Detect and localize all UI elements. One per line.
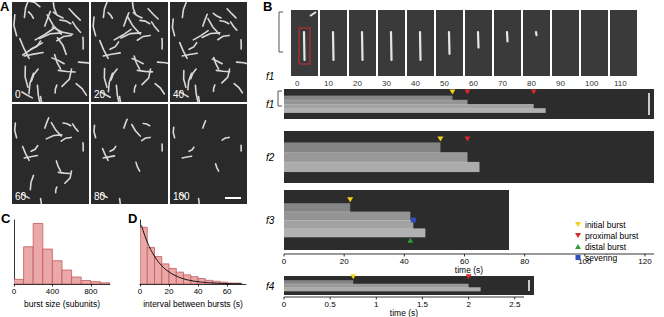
svg-text:0: 0 xyxy=(282,257,287,266)
svg-text:time (s): time (s) xyxy=(390,308,419,317)
svg-text:80: 80 xyxy=(520,257,529,266)
svg-text:distal burst: distal burst xyxy=(585,242,627,252)
svg-text:20: 20 xyxy=(165,287,174,296)
svg-text:initial burst: initial burst xyxy=(585,220,626,230)
svg-text:20: 20 xyxy=(94,89,106,100)
svg-text:80: 80 xyxy=(94,191,106,202)
svg-text:20: 20 xyxy=(340,257,349,266)
svg-text:70: 70 xyxy=(498,79,507,88)
svg-text:0: 0 xyxy=(282,300,287,309)
svg-text:f4: f4 xyxy=(266,281,275,292)
svg-text:30: 30 xyxy=(382,79,391,88)
svg-text:0: 0 xyxy=(15,89,21,100)
svg-text:B: B xyxy=(263,0,272,14)
svg-text:40: 40 xyxy=(411,79,420,88)
svg-text:f3: f3 xyxy=(266,215,275,226)
svg-text:40: 40 xyxy=(173,89,185,100)
svg-text:proximal burst: proximal burst xyxy=(585,231,639,241)
svg-text:60: 60 xyxy=(469,79,478,88)
svg-text:0: 0 xyxy=(12,287,17,296)
svg-text:1.5: 1.5 xyxy=(417,300,429,309)
svg-text:100: 100 xyxy=(578,257,592,266)
svg-text:time (s): time (s) xyxy=(455,265,484,275)
svg-text:10: 10 xyxy=(324,79,333,88)
svg-text:400: 400 xyxy=(46,287,60,296)
svg-text:40: 40 xyxy=(194,287,203,296)
svg-text:800: 800 xyxy=(84,287,98,296)
svg-text:A: A xyxy=(0,0,10,14)
svg-text:0.5: 0.5 xyxy=(325,300,337,309)
svg-text:20: 20 xyxy=(353,79,362,88)
svg-text:C: C xyxy=(1,211,11,226)
svg-text:2: 2 xyxy=(466,300,471,309)
svg-text:D: D xyxy=(128,211,137,226)
svg-text:50: 50 xyxy=(440,79,449,88)
svg-text:f2: f2 xyxy=(266,152,275,163)
svg-text:60: 60 xyxy=(223,287,232,296)
svg-text:120: 120 xyxy=(638,257,652,266)
svg-text:f1: f1 xyxy=(266,71,274,82)
svg-text:0: 0 xyxy=(295,79,300,88)
svg-text:80: 80 xyxy=(527,79,536,88)
svg-text:severing: severing xyxy=(585,253,617,263)
svg-text:40: 40 xyxy=(400,257,409,266)
svg-text:1: 1 xyxy=(374,300,379,309)
svg-text:90: 90 xyxy=(556,79,565,88)
svg-text:60: 60 xyxy=(460,257,469,266)
svg-text:2.5: 2.5 xyxy=(509,300,521,309)
svg-text:100: 100 xyxy=(585,79,599,88)
svg-text:110: 110 xyxy=(614,79,627,88)
svg-text:100: 100 xyxy=(173,191,190,202)
svg-text:interval between bursts (s): interval between bursts (s) xyxy=(143,299,243,309)
svg-text:f1: f1 xyxy=(266,99,274,110)
svg-text:0: 0 xyxy=(138,287,143,296)
svg-text:burst size (subunits): burst size (subunits) xyxy=(24,299,100,309)
svg-text:60: 60 xyxy=(15,191,27,202)
